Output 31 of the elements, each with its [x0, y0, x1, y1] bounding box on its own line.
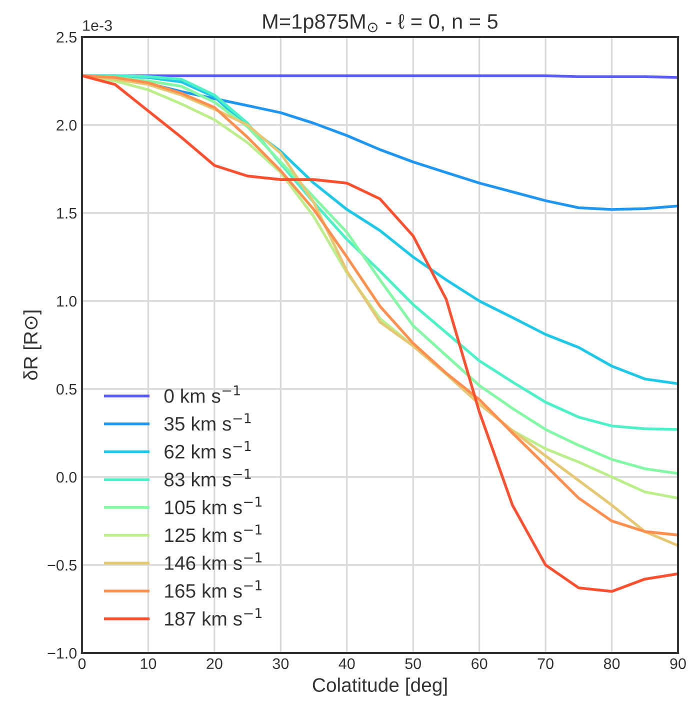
- x-tick-label: 20: [206, 658, 222, 670]
- x-tick-label: 50: [405, 658, 422, 670]
- y-tick-label: 0.0: [56, 472, 77, 483]
- y-tick-label: 1.5: [57, 208, 76, 219]
- chart-title: M=1p875M$_{⊙}$ - ℓ = 0, n = 5: [263, 14, 498, 33]
- x-tick-label: 0: [78, 658, 86, 670]
- y-tick-label: 0.5: [56, 384, 76, 395]
- y-axis-title: δR [R⊙]: [23, 310, 42, 380]
- x-tick-label: 60: [472, 658, 488, 670]
- y-tick-label: 2.5: [56, 32, 76, 43]
- x-tick-label: 40: [338, 658, 355, 670]
- y-tick-label: 1.0: [57, 296, 77, 307]
- legend-label: 0 km s$^{−1}$: [164, 385, 240, 403]
- legend-label: 62 km s$^{−1}$: [164, 441, 251, 459]
- x-axis-title: Colatitude [deg]: [312, 678, 447, 696]
- legend-label: 83 km s$^{−1}$: [164, 468, 251, 486]
- x-tick-label: 30: [272, 658, 289, 670]
- x-tick-label: 90: [670, 658, 686, 670]
- legend-label: 187 km s$^{−1}$: [165, 608, 262, 626]
- legend-label: 146 km s$^{−1}$: [165, 552, 262, 570]
- y-tick-label: 2.0: [56, 120, 77, 131]
- legend-label: 125 km s$^{−1}$: [165, 524, 262, 542]
- legend-label: 165 km s$^{−1}$: [165, 580, 262, 598]
- legend-label: 105 km s$^{−1}$: [165, 496, 262, 514]
- x-tick-label: 70: [538, 658, 554, 670]
- x-tick-label: 10: [140, 658, 156, 670]
- y-tick-label: −1.0: [48, 648, 77, 659]
- x-tick-label: 80: [604, 658, 620, 670]
- text: 1e-3: [83, 20, 112, 31]
- legend-label: 35 km s$^{−1}$: [164, 413, 251, 431]
- y-tick-label: −0.5: [48, 560, 76, 571]
